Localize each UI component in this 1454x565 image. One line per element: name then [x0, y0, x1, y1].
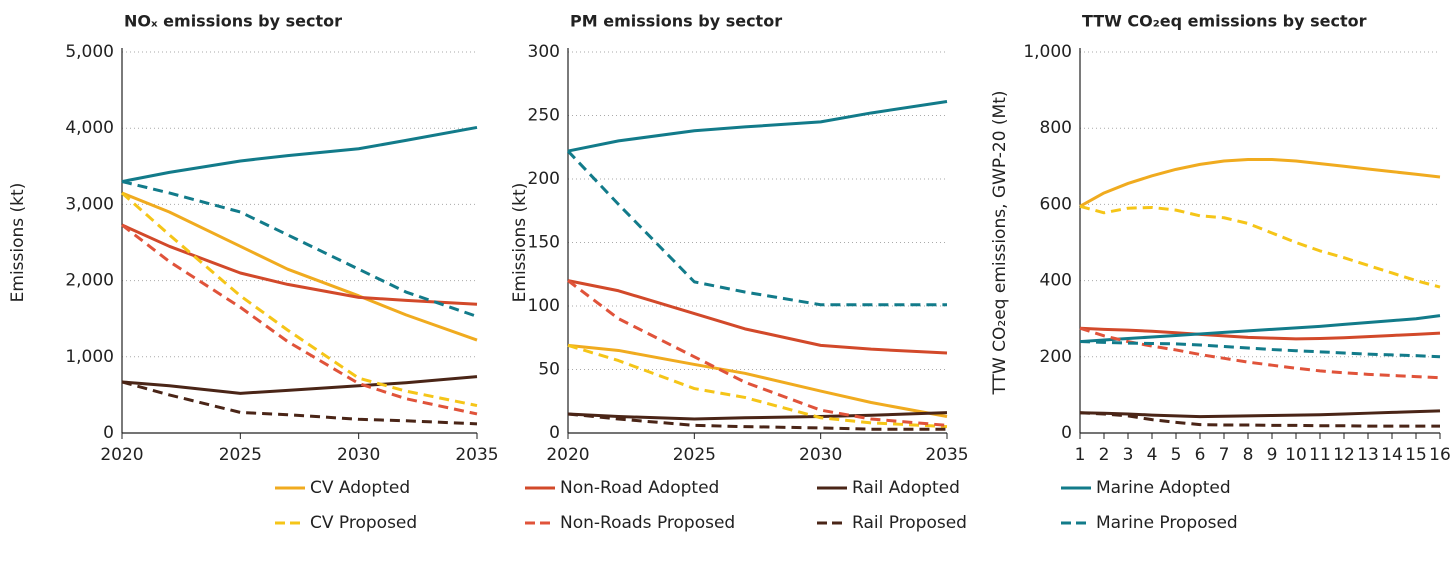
x-tick-label: 11: [1309, 445, 1331, 465]
y-tick-label: 250: [528, 106, 560, 126]
x-tick-label: 9: [1267, 445, 1278, 465]
y-tick-label: 5,000: [65, 42, 114, 62]
x-tick-label: 2030: [799, 445, 842, 465]
series-line: [1079, 411, 1440, 428]
series-line: [567, 279, 948, 355]
y-tick-label: 4,000: [65, 118, 114, 138]
y-tick-label: 200: [528, 169, 560, 189]
x-tick-label: 2025: [219, 445, 262, 465]
y-tick-label: 1,000: [65, 347, 114, 367]
y-axis-label: Emissions (kt): [510, 183, 530, 303]
legend-label: Rail Proposed: [852, 513, 967, 533]
series-line: [566, 150, 947, 307]
x-tick-label: 8: [1243, 445, 1254, 465]
y-tick-label: 800: [1040, 118, 1072, 138]
y-tick-label: 50: [538, 360, 560, 380]
x-tick-label: 2035: [455, 445, 498, 465]
series-line: [567, 412, 947, 431]
y-axis-label: Emissions (kt): [8, 183, 28, 303]
chart-title: NOₓ emissions by sector: [124, 12, 342, 31]
x-tick-label: 13: [1357, 445, 1379, 465]
series-line: [1079, 326, 1441, 341]
series-line: [121, 191, 478, 342]
chart-title: TTW CO₂eq emissions by sector: [1082, 12, 1367, 31]
y-tick-label: 600: [1040, 194, 1072, 214]
y-tick-label: 1,000: [1023, 42, 1072, 62]
x-tick-label: 4: [1147, 445, 1158, 465]
series-line: [121, 191, 478, 408]
legend-label: CV Adopted: [310, 478, 410, 498]
x-tick-label: 15: [1405, 445, 1427, 465]
series-line: [121, 375, 478, 395]
y-tick-label: 0: [549, 423, 560, 443]
series-line: [121, 180, 478, 318]
series-line: [567, 343, 948, 418]
x-tick-label: 3: [1123, 445, 1134, 465]
y-tick-label: 150: [528, 233, 560, 253]
y-tick-label: 400: [1040, 271, 1072, 291]
series-line: [567, 279, 948, 427]
x-tick-label: 1: [1075, 445, 1086, 465]
y-tick-label: 200: [1040, 347, 1072, 367]
x-tick-label: 2: [1099, 445, 1110, 465]
series-line: [121, 380, 478, 426]
x-tick-label: 6: [1195, 445, 1206, 465]
x-tick-label: 7: [1219, 445, 1230, 465]
legend-label: Non-Roads Proposed: [560, 513, 735, 533]
series-line: [121, 223, 478, 306]
x-tick-label: 2035: [925, 445, 968, 465]
series-line: [1079, 157, 1441, 208]
x-tick-label: 2030: [337, 445, 380, 465]
chart-title: PM emissions by sector: [570, 12, 782, 31]
y-tick-label: 300: [528, 42, 560, 62]
series-line: [121, 125, 478, 184]
y-tick-label: 0: [1061, 423, 1072, 443]
x-tick-label: 2020: [546, 445, 589, 465]
x-tick-label: 12: [1333, 445, 1355, 465]
series-line: [567, 411, 948, 421]
y-tick-label: 2,000: [65, 271, 114, 291]
legend-label: Marine Proposed: [1096, 513, 1238, 533]
legend-label: Marine Adopted: [1096, 478, 1231, 498]
series-line: [567, 343, 948, 429]
x-tick-label: 5: [1171, 445, 1182, 465]
y-tick-label: 0: [103, 423, 114, 443]
series-line: [1079, 314, 1441, 344]
series-line: [1079, 340, 1441, 359]
y-tick-label: 100: [528, 296, 560, 316]
x-tick-label: 16: [1429, 445, 1451, 465]
x-tick-label: 14: [1381, 445, 1403, 465]
series-line: [567, 100, 948, 153]
legend-label: Rail Adopted: [852, 478, 960, 498]
series-line: [1079, 204, 1441, 289]
series-line: [1079, 409, 1441, 419]
series-line: [1079, 326, 1441, 380]
y-tick-label: 3,000: [65, 194, 114, 214]
legend-label: CV Proposed: [310, 513, 417, 533]
x-tick-label: 2025: [673, 445, 716, 465]
x-tick-label: 10: [1285, 445, 1307, 465]
y-axis-label: TTW CO₂eq emissions, GWP-20 (Mt): [990, 90, 1010, 395]
legend-label: Non-Road Adopted: [560, 478, 719, 498]
x-tick-label: 2020: [100, 445, 143, 465]
